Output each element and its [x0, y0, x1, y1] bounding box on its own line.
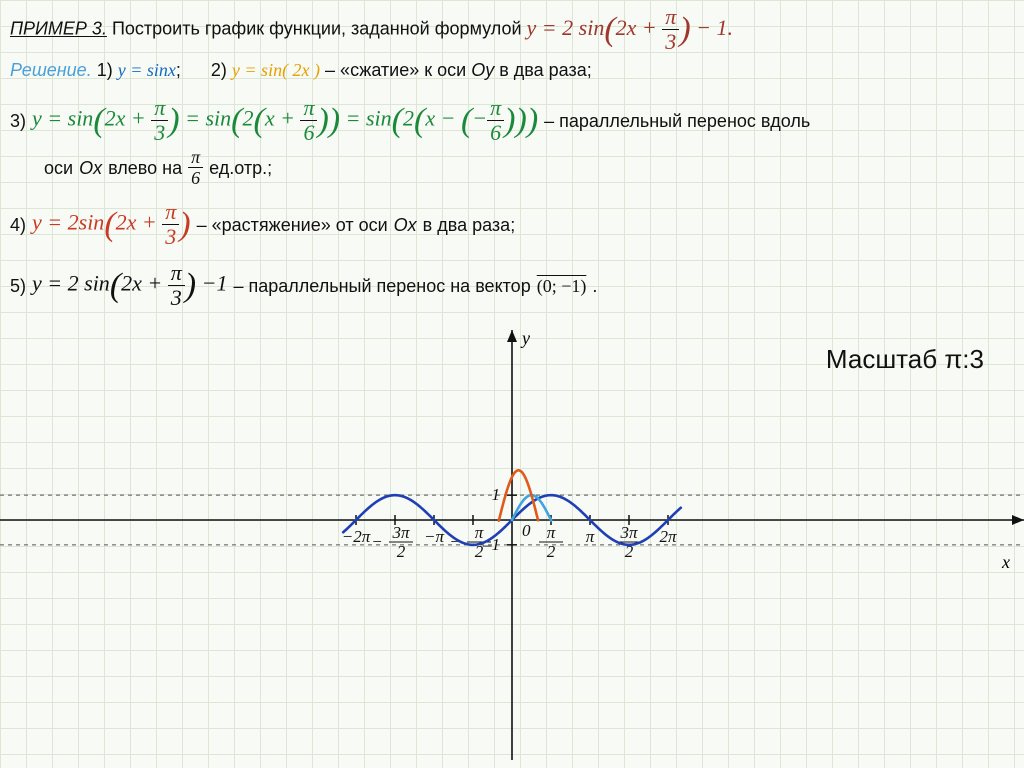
- step3-frac-num: π: [188, 148, 203, 166]
- mf-suffix: − 1.: [691, 15, 733, 40]
- svg-text:π: π: [547, 523, 556, 542]
- step3-label: 3): [10, 108, 26, 134]
- svg-text:3π: 3π: [391, 523, 410, 542]
- step3-cont-c: ед.отр.;: [209, 155, 272, 181]
- step4-inside: 2x +: [116, 210, 163, 235]
- step1-formula: y = sinx: [118, 60, 176, 80]
- solution-label: Решение.: [10, 60, 92, 80]
- step3-ox: Ox: [79, 155, 102, 181]
- step4-pref: y = 2sin: [32, 210, 104, 235]
- step4-formula: y = 2sin(2x + π3): [32, 201, 191, 248]
- title-text: Построить график функции, заданной форму…: [107, 19, 527, 39]
- step4-label: 4): [10, 212, 26, 238]
- step3-formula: y = sin(2x + π3) = sin(2(x + π6)) = sin(…: [32, 97, 538, 144]
- scale-label: Масштаб π:3: [826, 344, 984, 375]
- step1-label: 1): [97, 60, 118, 80]
- svg-text:−: −: [371, 532, 382, 551]
- function-chart: −2π3π2−−ππ2−π2π3π22π1–10yx: [0, 330, 1024, 760]
- step4-tail: в два раза;: [423, 212, 516, 238]
- step5-den: 3: [168, 287, 185, 309]
- step3-cont-a: оси: [44, 155, 73, 181]
- step5-num: π: [168, 262, 185, 284]
- svg-text:0: 0: [522, 521, 531, 540]
- mf-den: 3: [662, 31, 679, 53]
- solution-text: ПРИМЕР 3. Построить график функции, зада…: [0, 0, 1024, 321]
- svg-text:−π: −π: [424, 527, 444, 546]
- step3-row: 3) y = sin(2x + π3) = sin(2(x + π6)) = s…: [10, 97, 1014, 144]
- svg-text:x: x: [1001, 552, 1010, 572]
- step3-cont: оси Ox влево на π6 ед.отр.;: [44, 148, 1014, 187]
- solution-line: Решение. 1) y = sinx; 2) y = sin( 2x ) –…: [10, 57, 1014, 83]
- step5-text: – параллельный перенос на вектор: [233, 273, 530, 299]
- svg-text:2: 2: [397, 542, 406, 561]
- step5-vec: (0; −1): [537, 273, 587, 299]
- step2-oy: Oy: [471, 60, 494, 80]
- step2-tail: в два раза;: [494, 60, 592, 80]
- main-formula: y = 2 sin(2x + π3) − 1.: [527, 15, 733, 40]
- step1-sep: ;: [176, 60, 181, 80]
- step2-text: – «сжатие» к оси: [320, 60, 471, 80]
- paren-l: (: [604, 16, 615, 43]
- step2-label: 2): [211, 60, 232, 80]
- svg-text:π: π: [586, 527, 595, 546]
- step5-inside: 2x +: [121, 271, 168, 296]
- example-title-line: ПРИМЕР 3. Построить график функции, зада…: [10, 6, 1014, 53]
- step4-num: π: [162, 201, 179, 223]
- svg-text:2: 2: [547, 542, 556, 561]
- step3-frac-den: 6: [188, 169, 203, 187]
- step5-pref: y = 2 sin: [32, 271, 110, 296]
- step3-tail: – параллельный перенос вдоль: [544, 108, 810, 134]
- svg-text:1: 1: [492, 485, 501, 504]
- mf-frac: π3: [662, 6, 679, 53]
- mf-num: π: [662, 6, 679, 28]
- step5-label: 5): [10, 273, 26, 299]
- step5-period: .: [592, 273, 597, 299]
- svg-text:2π: 2π: [659, 527, 677, 546]
- chart-area: Масштаб π:3 −2π3π2−−ππ2−π2π3π22π1–10yx: [0, 330, 1024, 760]
- step3-cont-b: влево на: [108, 155, 182, 181]
- step5-row: 5) y = 2 sin(2x + π3) −1 – параллельный …: [10, 262, 1014, 309]
- paren-r: ): [679, 16, 690, 43]
- step5-formula: y = 2 sin(2x + π3) −1: [32, 262, 227, 309]
- step3-frac: π6: [188, 148, 203, 187]
- step4-den: 3: [162, 226, 179, 248]
- step2-formula: y = sin( 2x ): [232, 60, 320, 80]
- step4-row: 4) y = 2sin(2x + π3) – «растяжение» от о…: [10, 201, 1014, 248]
- step5-suf: −1: [196, 271, 227, 296]
- svg-text:y: y: [520, 330, 530, 348]
- step4-text: – «растяжение» от оси: [197, 212, 388, 238]
- step4-ox: Ox: [394, 212, 417, 238]
- example-label: ПРИМЕР 3.: [10, 19, 107, 39]
- mf-inside: 2x +: [616, 15, 663, 40]
- mf-pref: y = 2 sin: [527, 15, 605, 40]
- svg-text:3π: 3π: [619, 523, 638, 542]
